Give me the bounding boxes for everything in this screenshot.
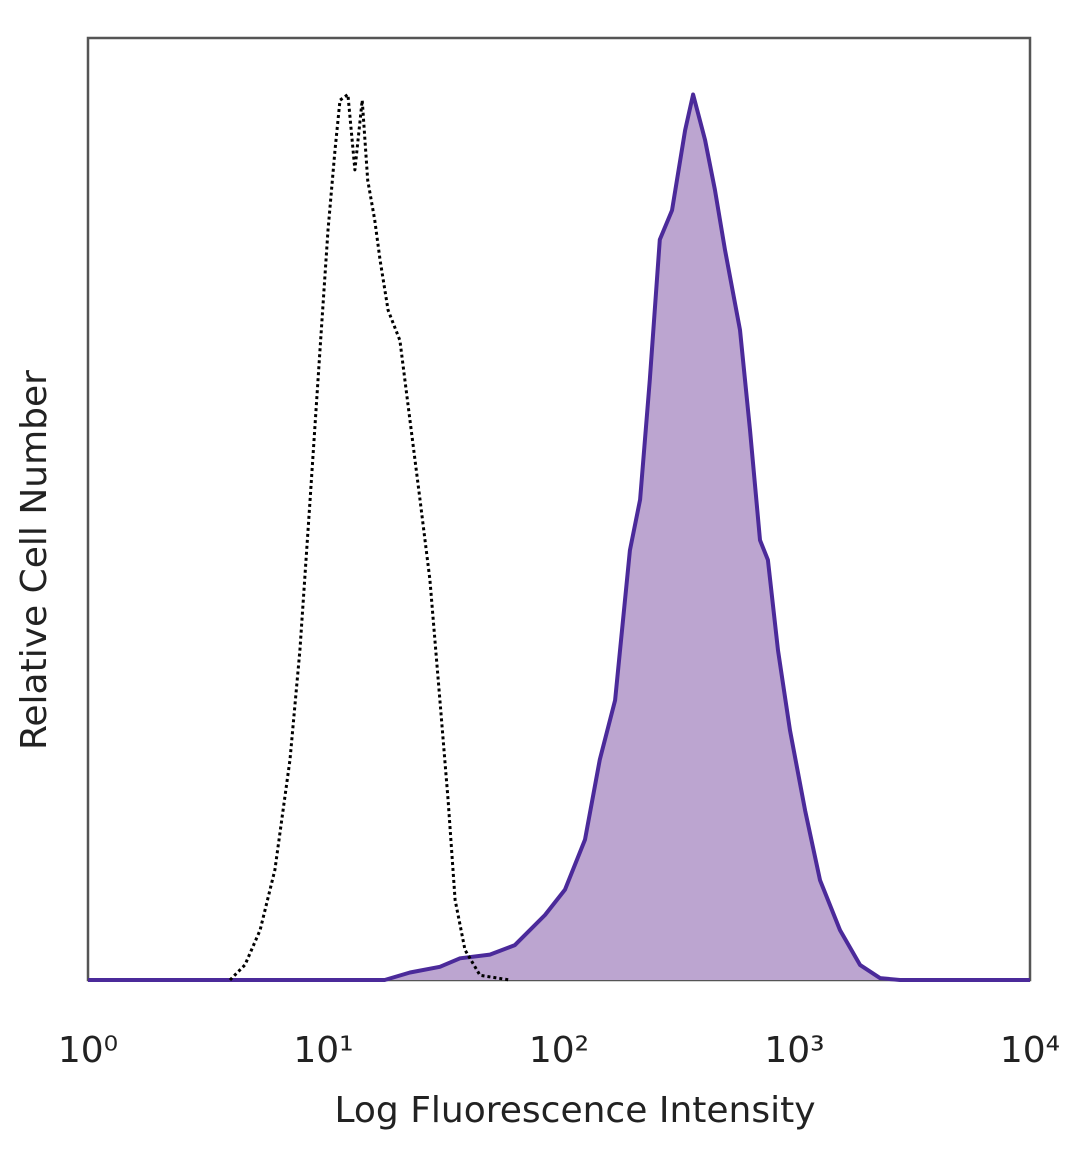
histogram-line	[88, 92, 1030, 982]
x-tick-label: 10⁰	[58, 1030, 118, 1071]
y-axis-label: Relative Cell Number	[14, 370, 55, 750]
histogram-fill	[88, 94, 1030, 980]
x-tick-label: 10²	[529, 1030, 589, 1071]
plot-frame	[86, 36, 1032, 982]
histogram-line	[228, 93, 511, 982]
x-tick-label: 10¹	[293, 1030, 353, 1071]
x-axis-label: Log Fluorescence Intensity	[334, 1090, 815, 1131]
x-tick-label: 10⁴	[1000, 1030, 1060, 1071]
x-tick-label: 10³	[764, 1030, 824, 1071]
